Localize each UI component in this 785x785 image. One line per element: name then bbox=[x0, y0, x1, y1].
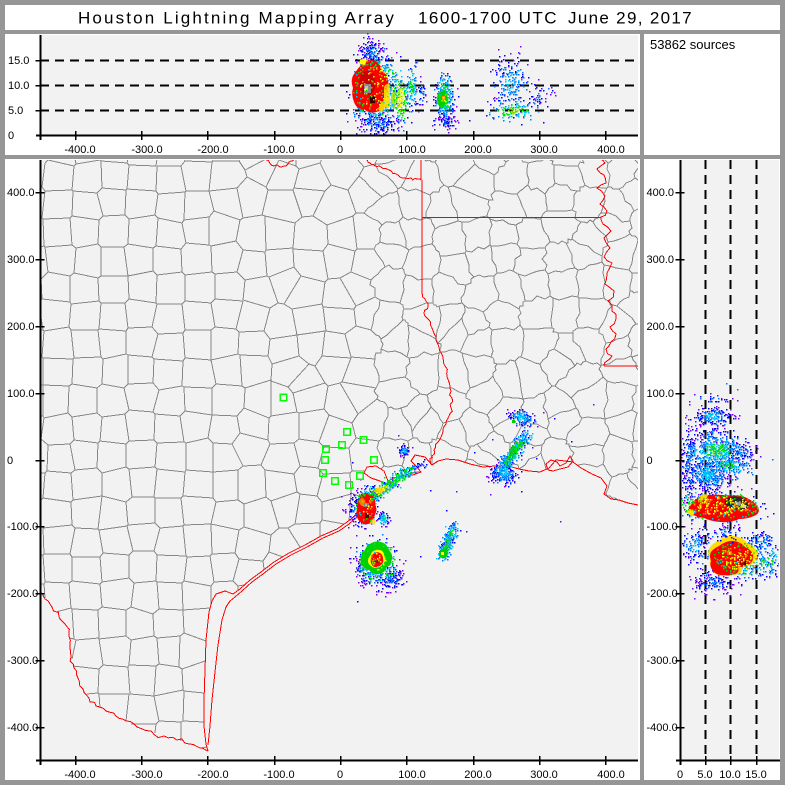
svg-text:200.0: 200.0 bbox=[647, 321, 675, 333]
svg-text:0: 0 bbox=[677, 769, 683, 781]
svg-text:-300.0: -300.0 bbox=[131, 769, 162, 781]
svg-text:-200.0: -200.0 bbox=[7, 588, 38, 600]
svg-text:-400.0: -400.0 bbox=[64, 144, 95, 156]
svg-text:53862 sources: 53862 sources bbox=[650, 37, 736, 52]
svg-text:100.0: 100.0 bbox=[398, 144, 426, 156]
svg-text:10.0: 10.0 bbox=[719, 769, 740, 781]
svg-text:-300.0: -300.0 bbox=[647, 655, 678, 667]
svg-text:-200.0: -200.0 bbox=[197, 769, 228, 781]
svg-text:5.0: 5.0 bbox=[8, 105, 23, 117]
svg-text:400.0: 400.0 bbox=[597, 144, 625, 156]
svg-text:100.0: 100.0 bbox=[7, 388, 35, 400]
svg-text:0: 0 bbox=[337, 144, 343, 156]
svg-text:10.0: 10.0 bbox=[8, 80, 29, 92]
svg-text:100.0: 100.0 bbox=[647, 388, 675, 400]
svg-text:400.0: 400.0 bbox=[7, 187, 35, 199]
svg-text:300.0: 300.0 bbox=[530, 769, 558, 781]
svg-text:100.0: 100.0 bbox=[398, 769, 426, 781]
svg-text:0: 0 bbox=[647, 455, 653, 467]
svg-text:-400.0: -400.0 bbox=[647, 722, 678, 734]
svg-text:400.0: 400.0 bbox=[597, 769, 625, 781]
svg-text:200.0: 200.0 bbox=[464, 769, 492, 781]
svg-text:1600-1700 UTC: 1600-1700 UTC bbox=[418, 9, 558, 28]
svg-text:-100.0: -100.0 bbox=[647, 521, 678, 533]
svg-text:15.0: 15.0 bbox=[8, 55, 29, 67]
svg-text:200.0: 200.0 bbox=[7, 321, 35, 333]
svg-text:-300.0: -300.0 bbox=[131, 144, 162, 156]
svg-text:300.0: 300.0 bbox=[647, 254, 675, 266]
svg-text:400.0: 400.0 bbox=[647, 187, 675, 199]
svg-text:-400.0: -400.0 bbox=[7, 722, 38, 734]
svg-text:-300.0: -300.0 bbox=[7, 655, 38, 667]
svg-text:-200.0: -200.0 bbox=[197, 144, 228, 156]
svg-text:5.0: 5.0 bbox=[697, 769, 712, 781]
svg-text:Houston Lightning Mapping Arra: Houston Lightning Mapping Array bbox=[78, 9, 396, 28]
svg-text:15.0: 15.0 bbox=[745, 769, 766, 781]
svg-text:300.0: 300.0 bbox=[7, 254, 35, 266]
svg-text:0: 0 bbox=[8, 130, 14, 142]
svg-text:200.0: 200.0 bbox=[464, 144, 492, 156]
svg-text:0: 0 bbox=[337, 769, 343, 781]
svg-text:300.0: 300.0 bbox=[530, 144, 558, 156]
svg-text:-200.0: -200.0 bbox=[647, 588, 678, 600]
svg-text:-400.0: -400.0 bbox=[64, 769, 95, 781]
svg-text:-100.0: -100.0 bbox=[263, 144, 294, 156]
svg-text:June 29, 2017: June 29, 2017 bbox=[568, 9, 693, 28]
svg-text:-100.0: -100.0 bbox=[263, 769, 294, 781]
svg-text:-100.0: -100.0 bbox=[7, 521, 38, 533]
svg-text:0: 0 bbox=[7, 455, 13, 467]
